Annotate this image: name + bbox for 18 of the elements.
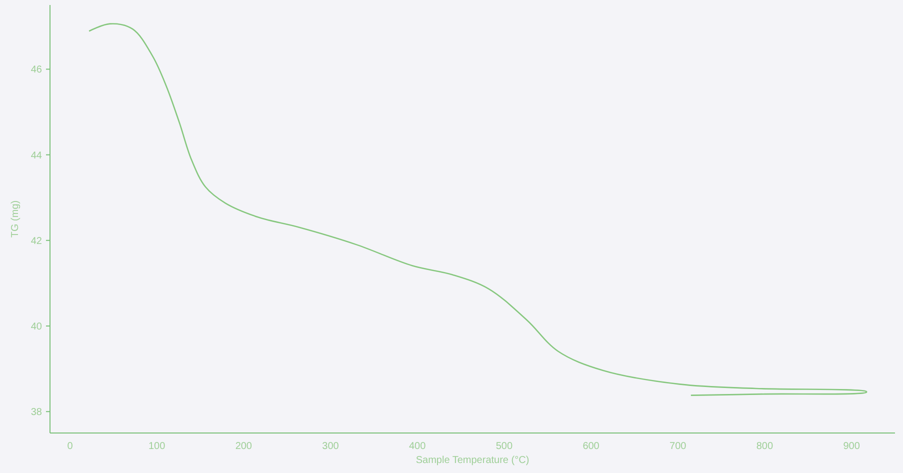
x-tick-label: 500 [496, 441, 513, 452]
y-tick-label: 44 [30, 150, 42, 162]
x-tick-label: 0 [67, 441, 74, 452]
y-tick-label: 42 [30, 236, 42, 247]
y-tick-label: 38 [30, 407, 42, 418]
y-tick-label: 40 [30, 322, 42, 332]
x-tick-label: 900 [843, 441, 860, 452]
x-tick-label: 600 [582, 441, 600, 452]
line-series [88, 23, 867, 396]
x-tick-label: 100 [148, 441, 166, 452]
x-tick-label: 700 [670, 441, 687, 452]
x-tick-label: 800 [756, 441, 774, 452]
y-tick-label: 46 [30, 64, 42, 76]
x-axis-title: Sample Temperature (°C) [416, 455, 530, 466]
x-tick-label: 400 [409, 441, 426, 452]
x-tick-label: 200 [235, 441, 252, 452]
x-tick-label: 300 [322, 441, 340, 452]
y-axis-title: TG (mg) [10, 200, 21, 238]
